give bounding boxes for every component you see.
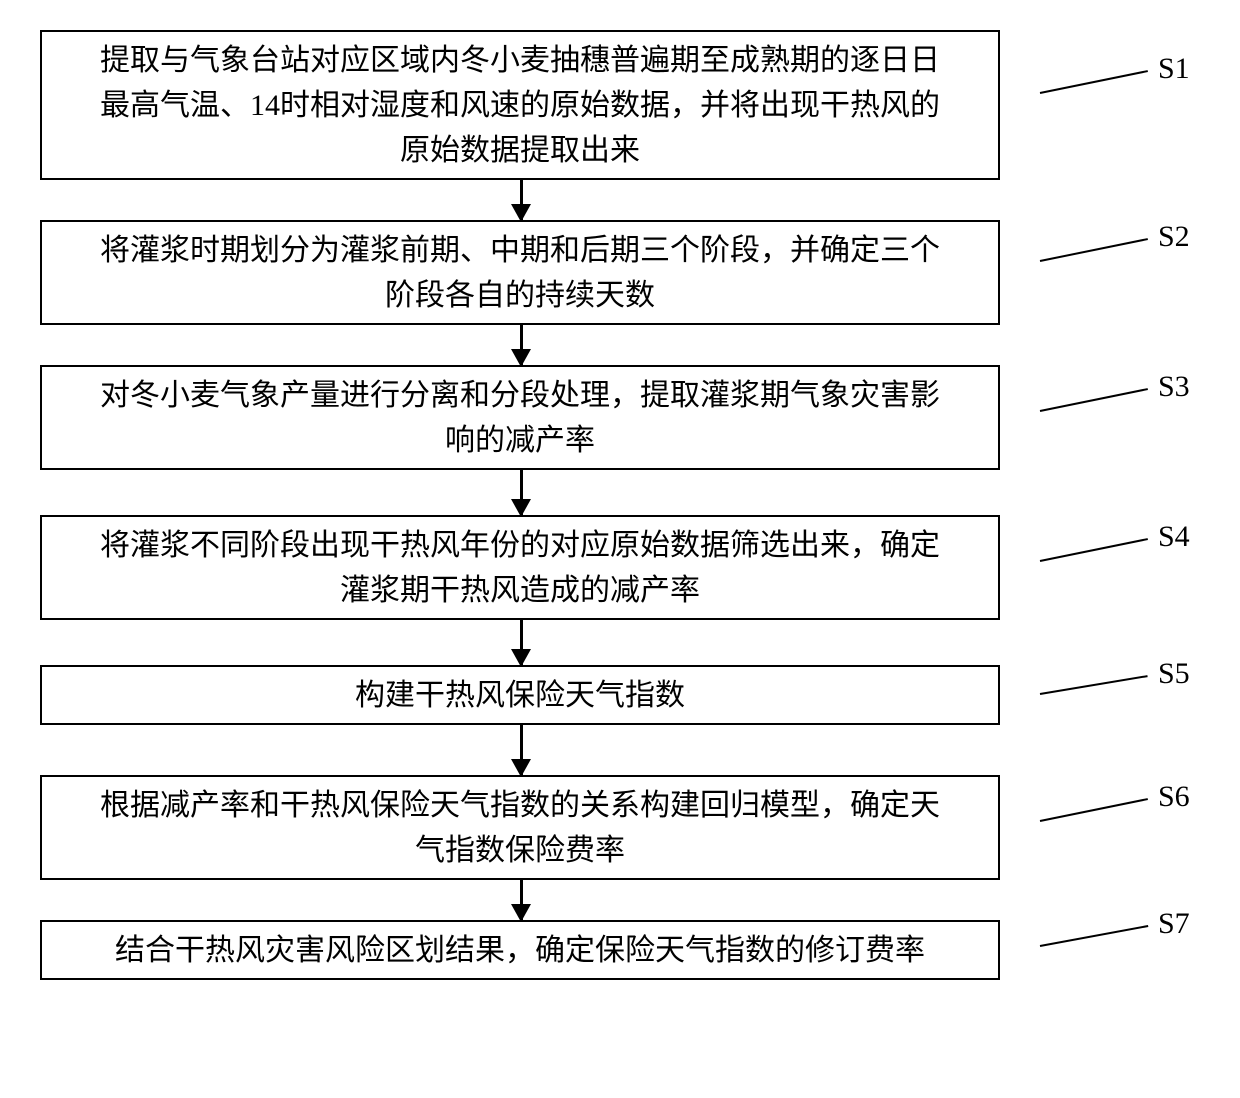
step-text: 结合干热风灾害风险区划结果，确定保险天气指数的修订费率 (115, 928, 925, 973)
flowchart-container: 提取与气象台站对应区域内冬小麦抽穗普遍期至成熟期的逐日日 最高气温、14时相对湿… (40, 30, 1200, 980)
step-box-S6: 根据减产率和干热风保险天气指数的关系构建回归模型，确定天 气指数保险费率 (40, 775, 1000, 880)
step-label-S7: S7 (1158, 907, 1190, 941)
connector-line (1040, 538, 1148, 562)
step-row-S7: 结合干热风灾害风险区划结果，确定保险天气指数的修订费率S7 (40, 920, 1200, 980)
step-box-S4: 将灌浆不同阶段出现干热风年份的对应原始数据筛选出来，确定 灌浆期干热风造成的减产… (40, 515, 1000, 620)
step-text: 构建干热风保险天气指数 (355, 673, 685, 718)
connector-line (1040, 925, 1148, 947)
step-box-S2: 将灌浆时期划分为灌浆前期、中期和后期三个阶段，并确定三个 阶段各自的持续天数 (40, 220, 1000, 325)
connector-line (1040, 675, 1148, 695)
step-text: 将灌浆不同阶段出现干热风年份的对应原始数据筛选出来，确定 灌浆期干热风造成的减产… (100, 523, 940, 613)
step-label-S2: S2 (1158, 220, 1190, 254)
connector-line (1040, 70, 1148, 94)
step-row-S2: 将灌浆时期划分为灌浆前期、中期和后期三个阶段，并确定三个 阶段各自的持续天数 S2 (40, 220, 1200, 325)
arrow-down (520, 725, 523, 775)
arrow-down (520, 180, 523, 220)
step-row-S6: 根据减产率和干热风保险天气指数的关系构建回归模型，确定天 气指数保险费率 S6 (40, 775, 1200, 880)
step-label-S3: S3 (1158, 370, 1190, 404)
connector-line (1040, 798, 1148, 822)
step-label-S4: S4 (1158, 520, 1190, 554)
step-box-S5: 构建干热风保险天气指数 (40, 665, 1000, 725)
connector-line (1040, 388, 1148, 412)
step-row-S3: 对冬小麦气象产量进行分离和分段处理，提取灌浆期气象灾害影 响的减产率 S3 (40, 365, 1200, 470)
step-row-S4: 将灌浆不同阶段出现干热风年份的对应原始数据筛选出来，确定 灌浆期干热风造成的减产… (40, 515, 1200, 620)
step-box-S3: 对冬小麦气象产量进行分离和分段处理，提取灌浆期气象灾害影 响的减产率 (40, 365, 1000, 470)
arrow-down (520, 325, 523, 365)
step-text: 对冬小麦气象产量进行分离和分段处理，提取灌浆期气象灾害影 响的减产率 (100, 373, 940, 463)
step-label-S1: S1 (1158, 52, 1190, 86)
step-row-S1: 提取与气象台站对应区域内冬小麦抽穗普遍期至成熟期的逐日日 最高气温、14时相对湿… (40, 30, 1200, 180)
step-text: 将灌浆时期划分为灌浆前期、中期和后期三个阶段，并确定三个 阶段各自的持续天数 (100, 228, 940, 318)
step-text: 根据减产率和干热风保险天气指数的关系构建回归模型，确定天 气指数保险费率 (100, 783, 940, 873)
step-label-S6: S6 (1158, 780, 1190, 814)
step-row-S5: 构建干热风保险天气指数S5 (40, 665, 1200, 725)
arrow-down (520, 620, 523, 665)
arrow-down (520, 880, 523, 920)
step-label-S5: S5 (1158, 657, 1190, 691)
step-box-S1: 提取与气象台站对应区域内冬小麦抽穗普遍期至成熟期的逐日日 最高气温、14时相对湿… (40, 30, 1000, 180)
arrow-down (520, 470, 523, 515)
step-box-S7: 结合干热风灾害风险区划结果，确定保险天气指数的修订费率 (40, 920, 1000, 980)
step-text: 提取与气象台站对应区域内冬小麦抽穗普遍期至成熟期的逐日日 最高气温、14时相对湿… (100, 38, 940, 173)
connector-line (1040, 238, 1148, 262)
